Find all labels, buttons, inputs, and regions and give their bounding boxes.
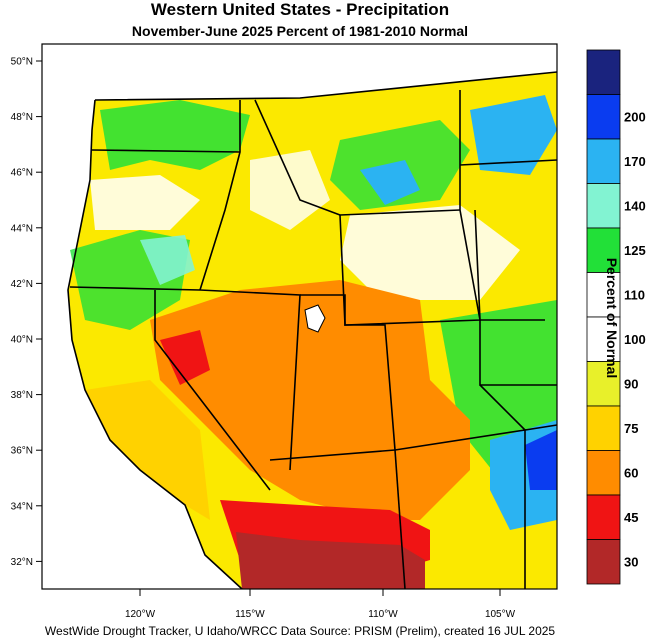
precip-field (68, 72, 557, 589)
latitude-axis: 50°N 48°N 46°N 44°N 42°N 40°N 38°N 36°N 34°N 32°N (11, 57, 42, 568)
colorbar-bin (586, 494, 621, 540)
map-title: Western United States - Precipitation (150, 0, 450, 19)
colorbar-label: 125 (624, 243, 646, 258)
lat-label: 48°N (11, 112, 33, 123)
precip-region-30-45 (160, 330, 210, 385)
precip-region-125-140 (140, 235, 195, 285)
border-az (269, 449, 396, 461)
border-wa-or (91, 149, 241, 153)
colorbar-label: 200 (624, 109, 646, 124)
lat-label: 44°N (11, 223, 33, 234)
lat-label: 46°N (11, 168, 33, 179)
border-wy (339, 209, 481, 326)
colorbar-bin (586, 138, 621, 184)
colorbar: 200 170 140 125 110 100 90 75 60 45 30 (586, 49, 646, 585)
lat-label: 32°N (11, 557, 33, 568)
colorbar-label: 170 (624, 154, 646, 169)
lon-label: 120°W (125, 609, 156, 620)
colorbar-label: 30 (624, 554, 638, 569)
border-ut-co (300, 294, 396, 451)
precip-region-90-110 (340, 205, 520, 300)
coastline (67, 99, 243, 589)
colorbar-label: 140 (624, 198, 646, 213)
colorbar-label: 45 (624, 510, 638, 525)
colorbar-bin (586, 450, 621, 496)
lat-label: 34°N (11, 501, 33, 512)
precip-region-45-60 (150, 280, 470, 520)
border-ca-nv (154, 290, 271, 491)
colorbar-bin (586, 227, 621, 273)
precip-region-140-170 (360, 160, 420, 205)
colorbar-bin (586, 405, 621, 451)
border-canada (94, 71, 557, 101)
colorbar-bin (586, 183, 621, 229)
colorbar-bin (586, 49, 621, 95)
precip-region-110-125 (100, 100, 250, 170)
lat-label: 50°N (11, 57, 33, 68)
precip-region-90-110 (90, 175, 200, 230)
lon-label: 110°W (368, 609, 398, 620)
precip-region-lt-30 (236, 532, 425, 589)
map-frame (41, 43, 558, 590)
precip-region-90-110 (250, 150, 330, 230)
border-ks-ok (479, 384, 557, 431)
lat-label: 42°N (11, 279, 33, 290)
lon-label: 115°W (235, 609, 265, 620)
lat-label: 40°N (11, 335, 33, 346)
colorbar-label: 60 (624, 465, 638, 480)
map-subtitle: November-June 2025 Percent of 1981-2010 … (131, 23, 469, 39)
colorbar-bin (586, 539, 621, 585)
colorbar-bin (586, 94, 621, 140)
colorbar-label: 75 (624, 421, 638, 436)
colorbar-label: 100 (624, 332, 646, 347)
footer-credit: WestWide Drought Tracker, U Idaho/WRCC D… (44, 624, 556, 638)
lat-label: 36°N (11, 446, 33, 457)
border-id-mt (254, 99, 341, 216)
border-mt-wy (339, 209, 461, 216)
lat-label: 38°N (11, 390, 33, 401)
colorbar-label: 110 (624, 287, 645, 302)
longitude-axis: 120°W 115°W 110°W 105°W (125, 589, 516, 620)
lon-label: 105°W (485, 609, 516, 620)
border-dakotas (459, 90, 545, 321)
colorbar-title: Percent of Normal (604, 257, 620, 379)
border-sd-nd (459, 159, 557, 166)
great-salt-lake (304, 304, 326, 333)
border-or-ca (69, 286, 201, 291)
colorbar-label: 90 (624, 376, 638, 391)
precip-region-170-200 (525, 430, 557, 490)
precip-region-140-170 (470, 95, 557, 175)
border-az-nm (394, 449, 406, 589)
border-id (199, 100, 241, 291)
colorbar-bin (586, 316, 621, 362)
precip-region-60-75 (85, 380, 210, 520)
state-borders (67, 71, 557, 589)
